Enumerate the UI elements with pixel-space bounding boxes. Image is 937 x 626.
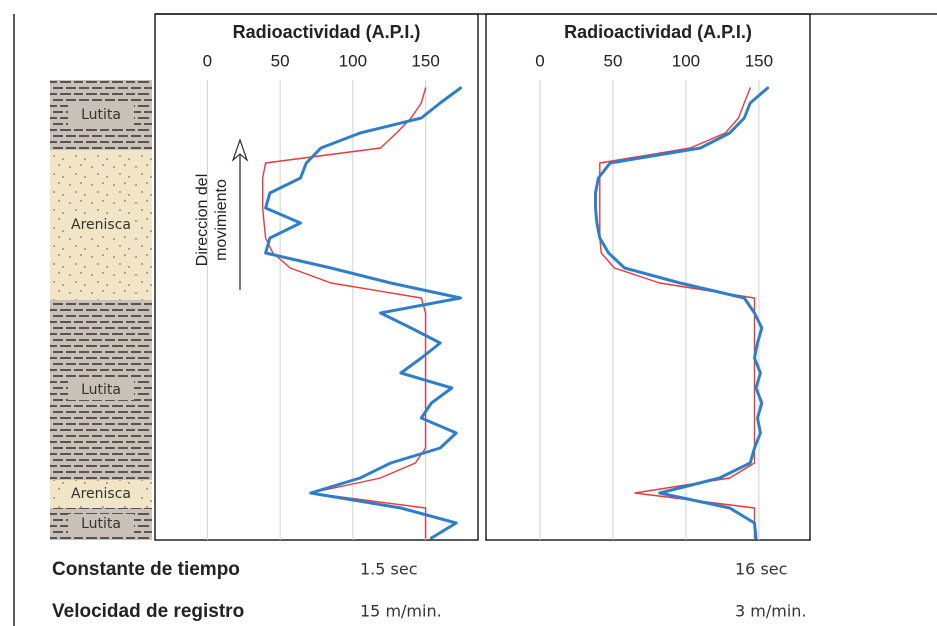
annotation: Direccion del <box>194 174 211 266</box>
log-curve <box>599 87 756 539</box>
lithology-label: Arenisca <box>71 217 131 233</box>
logging-speed: 15 m/min. <box>360 602 442 621</box>
label-bg <box>68 215 134 235</box>
log-curve <box>264 86 462 540</box>
log-curve <box>262 87 427 539</box>
time-constant: 1.5 sec <box>360 560 418 579</box>
annotation: movimiento <box>213 179 230 261</box>
lithology-column: Lutita Arenisca Lutita Arenisca Lutita <box>50 80 152 540</box>
plot-frame <box>485 13 811 541</box>
lithology-label: Lutita <box>81 516 121 532</box>
arrow-head <box>231 138 249 162</box>
logging-speed: 3 m/min. <box>735 602 807 621</box>
x-tick-label: 100 <box>672 51 700 70</box>
label-bg <box>68 380 134 400</box>
x-tick-label: 0 <box>203 51 212 70</box>
lithology-label: Lutita <box>81 107 121 123</box>
x-tick-label: 50 <box>271 51 290 70</box>
chart-title: Radioactividad (A.P.I.) <box>233 22 421 42</box>
footer-label: Constante de tiempo <box>52 559 240 580</box>
chart-title: Radioactividad (A.P.I.) <box>564 22 752 42</box>
log-curve <box>594 86 770 540</box>
x-tick-label: 100 <box>339 51 367 70</box>
plot-frame <box>154 13 479 541</box>
footer-label: Velocidad de registro <box>52 601 244 622</box>
x-tick-label: 0 <box>535 51 544 70</box>
label-bg <box>68 514 134 534</box>
label-bg <box>61 484 141 504</box>
lithology-label: Arenisca <box>71 486 131 502</box>
x-tick-label: 50 <box>604 51 623 70</box>
lithology-label: Lutita <box>81 382 121 398</box>
x-tick-label: 150 <box>411 51 439 70</box>
time-constant: 16 sec <box>735 560 787 579</box>
x-tick-label: 150 <box>745 51 773 70</box>
charts: Radioactividad (A.P.I.) 0 50 100 150 Direccio… <box>154 13 811 541</box>
label-bg <box>68 105 134 125</box>
